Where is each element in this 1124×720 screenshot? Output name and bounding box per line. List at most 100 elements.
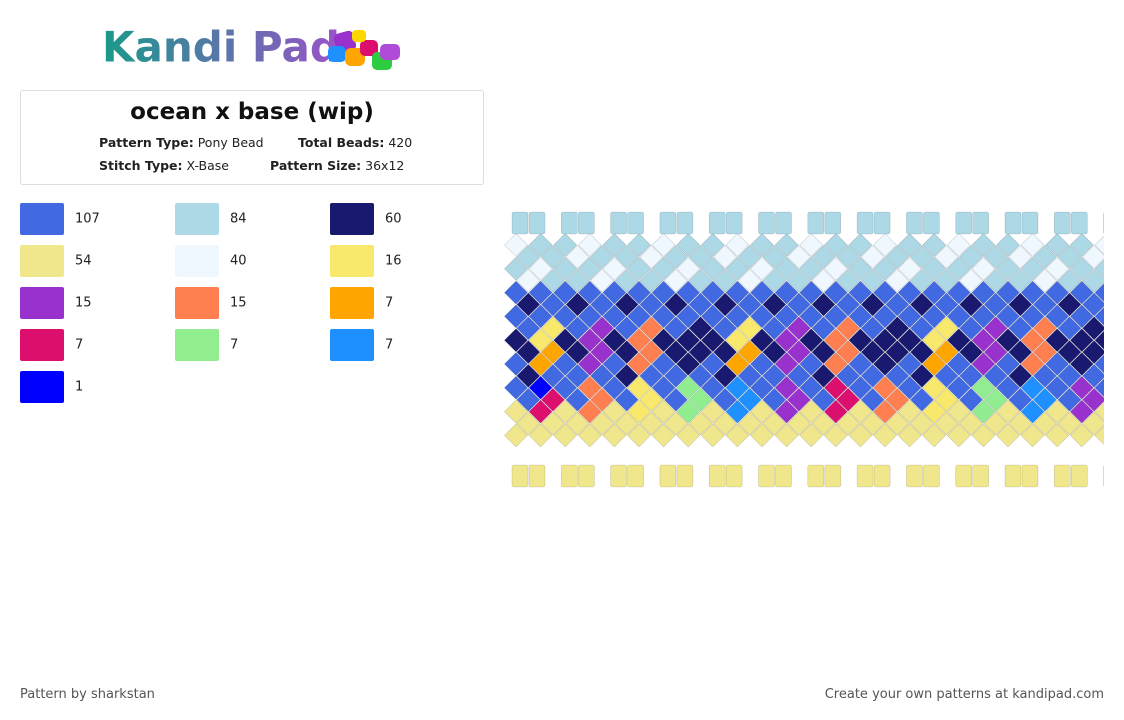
bead [1069,423,1094,448]
bead [934,316,959,341]
bead [1107,317,1124,340]
bead [725,328,750,353]
bead [627,280,651,305]
bead [1107,293,1124,316]
bead [934,292,959,317]
bead [553,423,578,448]
bead [848,233,873,257]
bead [836,340,861,365]
bead [1045,256,1070,281]
bead [1045,280,1070,305]
field: Pattern Size: 36x12 [270,158,404,173]
bead [553,328,578,353]
bead [627,423,651,448]
bead [786,387,811,412]
bead [1069,399,1094,424]
bead [639,268,664,293]
bead [1094,283,1104,303]
bead [983,292,1008,317]
legend-count: 15 [230,296,247,311]
bead [700,399,725,424]
bead [516,387,541,412]
field: Total Beads: 420 [298,135,412,150]
bead [836,316,861,341]
bead [725,423,750,448]
bead [1032,387,1057,412]
bead [516,316,541,341]
logo: Kandi Pad [102,23,400,72]
bead-pattern [504,211,1124,488]
bead [1020,375,1045,400]
legend-swatch [20,287,64,319]
bead [1021,464,1039,488]
bead [971,352,996,376]
bead [590,268,615,293]
bead [860,268,885,293]
bead [959,292,984,317]
bead [996,423,1020,448]
bead [1107,412,1124,435]
bead [1082,411,1104,436]
bead [1045,423,1070,448]
bead [786,244,811,269]
bead [885,340,910,365]
bead [1094,306,1104,326]
bead [1008,268,1033,293]
bead [565,292,590,317]
bead [565,244,590,269]
bead [713,316,738,341]
bead [627,211,644,235]
bead [1057,244,1082,269]
bead [824,464,842,488]
bead [836,363,861,388]
bead [946,256,971,281]
bead [923,211,940,235]
bead [897,304,922,329]
bead [614,268,639,293]
legend-count: 7 [75,338,83,353]
bead [1032,316,1057,341]
bead [996,280,1020,305]
bead [885,268,910,293]
bead [897,352,922,376]
bead [1057,292,1082,317]
legend-count: 84 [230,212,247,227]
bead [1020,399,1045,424]
bead [1054,211,1071,235]
bead [1032,244,1057,269]
bead [590,316,615,341]
bead [873,280,897,305]
bead [540,387,565,412]
bead [885,244,910,269]
bead [528,328,553,353]
bead [737,268,762,293]
bead [1032,340,1057,365]
bead [553,399,578,424]
bead [1094,235,1104,255]
bead [713,363,738,388]
legend-swatch [175,245,219,277]
bead [946,304,971,329]
field-value: X-Base [186,158,229,173]
bead [946,375,971,400]
bead [627,375,651,400]
legend-swatch [20,203,64,235]
bead [639,316,664,341]
bead [577,399,602,424]
bead [786,411,811,436]
bead [725,399,750,424]
bead [909,292,934,317]
bead [516,268,541,293]
bead [996,375,1020,400]
bead [651,352,676,376]
bead [799,233,824,257]
bead [934,411,959,436]
bead [663,268,688,293]
bead [516,292,541,317]
bead [955,464,973,488]
bead [1032,411,1057,436]
bead [934,340,959,365]
field: Pattern Type: Pony Bead [99,135,264,150]
legend-count: 7 [385,338,393,353]
legend-count: 107 [75,212,100,227]
